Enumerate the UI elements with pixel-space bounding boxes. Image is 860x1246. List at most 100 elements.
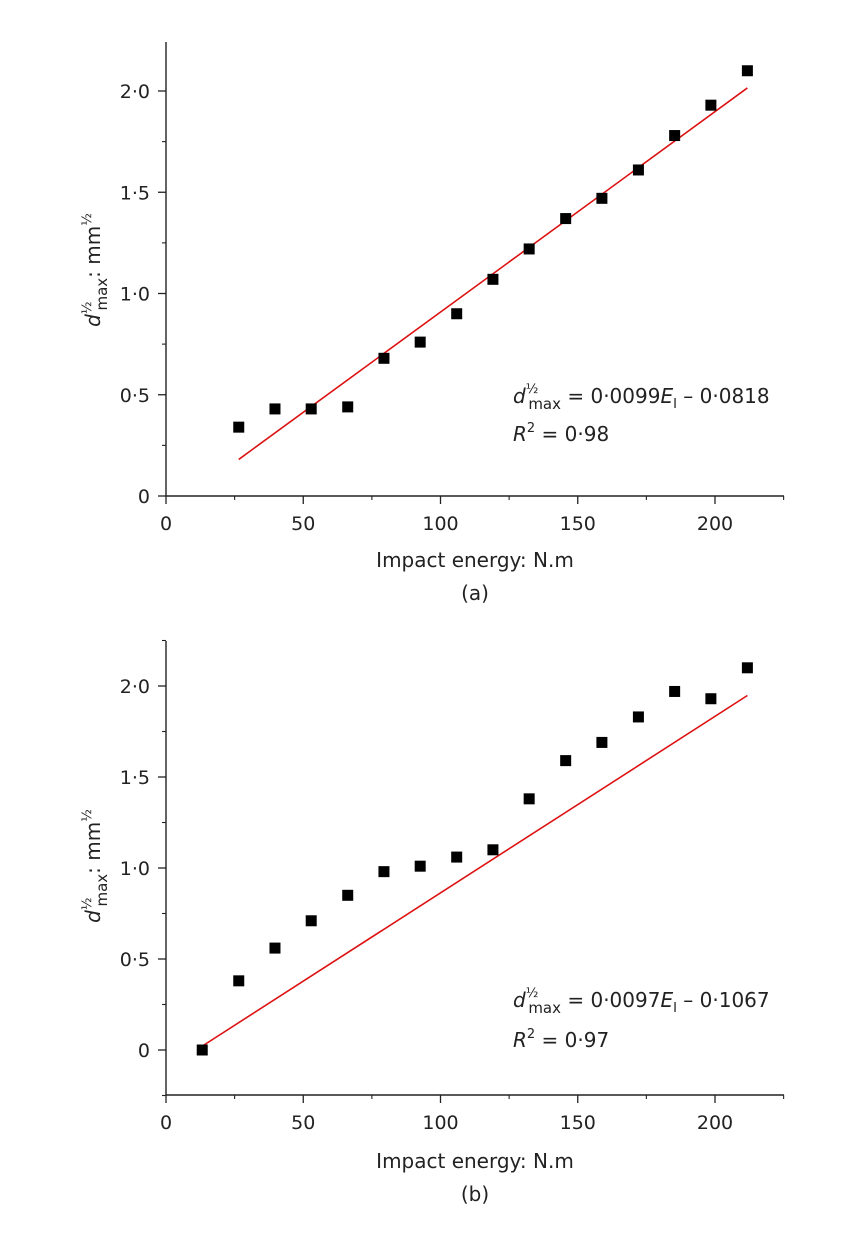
y-tick-label-a: 0 [138, 486, 150, 508]
y-tick-label-b: 0·5 [120, 949, 150, 971]
equation-prefix-a: = 0·0099 [561, 384, 660, 408]
r-squared-sup-b: 2 [527, 1027, 535, 1042]
equation-b: d½ max = 0·0097EI – 0·1067 [513, 986, 770, 1017]
data-point-a [487, 273, 499, 285]
data-point-b [342, 889, 354, 901]
data-point-a [378, 352, 390, 364]
equation-a: d½ max = 0·0099EI – 0·0818 [513, 382, 770, 413]
data-points-b [196, 662, 753, 1056]
x-axis-b: 0 50 100 150 200 [160, 1094, 785, 1134]
x-tick-label-a: 200 [697, 513, 733, 535]
y-axis-title-var-a: d [81, 314, 105, 327]
y-tick-label-b: 1·0 [120, 858, 150, 880]
equation-suffix-a: – 0·0818 [677, 384, 770, 408]
x-axis-a: 0 50 100 150 200 [160, 495, 785, 535]
data-point-a [741, 65, 753, 77]
data-point-a [632, 164, 644, 176]
equation-e-sub-a: I [673, 397, 677, 412]
equation-e-sub-b: I [673, 1001, 677, 1016]
r-squared-a: R2 = 0·98 [513, 421, 609, 446]
panel-label-a: (a) [461, 581, 489, 605]
fit-line-b [201, 694, 748, 1047]
x-tick-label-a: 50 [291, 513, 315, 535]
equation-sub-b: max [528, 999, 561, 1017]
chart-panel-b: 0 0·5 1·0 1·5 2·0 0 50 100 150 200 Impact energy… [80, 639, 785, 1206]
data-point-b [196, 1044, 208, 1056]
data-point-a [269, 403, 281, 415]
y-axis-title-b: d½max: mm½ [80, 809, 111, 923]
panel-label-b: (b) [461, 1182, 489, 1206]
equation-sup-b: ½ [526, 986, 539, 1001]
y-axis-title-sub-b: max [93, 874, 111, 907]
data-point-a [414, 336, 426, 348]
y-axis-title-sup-a: ½ [80, 302, 95, 315]
x-axis-title-b: Impact energy: N.m [376, 1149, 574, 1173]
data-point-b [632, 711, 644, 723]
y-axis-title-sub-a: max [93, 278, 111, 311]
y-tick-label-b: 2·0 [120, 676, 150, 698]
data-point-b [560, 755, 572, 767]
data-point-b [233, 975, 245, 987]
r-squared-value-a: = 0·98 [535, 422, 609, 446]
equation-suffix-b: – 0·1067 [677, 988, 770, 1012]
x-tick-label-b: 50 [291, 1112, 315, 1134]
data-point-b [705, 693, 717, 705]
data-point-a [451, 308, 463, 320]
y-axis-title-sup-b: ½ [80, 898, 95, 911]
data-point-b [596, 736, 608, 748]
equation-sub-a: max [528, 395, 561, 413]
equation-e-var-a: E [660, 384, 673, 408]
x-tick-label-a: 0 [160, 513, 172, 535]
x-axis-title-a: Impact energy: N.m [376, 548, 574, 572]
data-point-a [233, 421, 245, 433]
data-point-a [560, 213, 572, 225]
y-tick-label-a: 1·0 [120, 284, 150, 306]
data-point-a [705, 99, 717, 111]
r-squared-value-b: = 0·97 [535, 1028, 609, 1052]
x-tick-label-a: 100 [422, 513, 458, 535]
x-tick-label-b: 100 [422, 1112, 458, 1134]
y-tick-label-a: 1·5 [120, 182, 150, 204]
y-axis-title-a: d½max: mm½ [80, 213, 111, 327]
y-axis-title-unit-sup-a: ½ [80, 213, 95, 226]
data-point-b [451, 851, 463, 863]
data-point-a [305, 403, 317, 415]
equation-var-a: d [513, 384, 526, 408]
y-axis-b: 0 0·5 1·0 1·5 2·0 [120, 639, 167, 1097]
equation-e-var-b: E [660, 988, 673, 1012]
data-point-b [305, 915, 317, 927]
y-tick-label-a: 2·0 [120, 81, 150, 103]
data-point-b [487, 844, 499, 856]
data-point-a [669, 130, 681, 142]
data-point-b [378, 866, 390, 878]
r-squared-sup-a: 2 [527, 421, 535, 436]
y-axis-title-unit-sup-b: ½ [80, 809, 95, 822]
data-point-a [523, 243, 535, 255]
data-point-a [596, 192, 608, 204]
x-tick-label-b: 200 [697, 1112, 733, 1134]
chart-panel-a: 0 0·5 1·0 1·5 2·0 0 50 100 150 200 Impact energy… [80, 42, 785, 605]
data-point-a [342, 401, 354, 413]
data-point-b [269, 942, 281, 954]
data-point-b [669, 685, 681, 697]
y-axis-title-rest-a: : mm [81, 226, 105, 278]
r-squared-var-a: R [513, 422, 527, 446]
r-squared-b: R2 = 0·97 [513, 1027, 609, 1052]
y-axis-title-rest-b: : mm [81, 822, 105, 874]
y-axis-title-var-b: d [81, 910, 105, 923]
y-tick-label-b: 0 [138, 1040, 150, 1062]
y-tick-label-a: 0·5 [120, 385, 150, 407]
y-axis-a: 0 0·5 1·0 1·5 2·0 [120, 42, 167, 508]
r-squared-var-b: R [513, 1028, 527, 1052]
equation-var-b: d [513, 988, 526, 1012]
x-tick-label-b: 0 [160, 1112, 172, 1134]
fit-line-a [238, 87, 748, 461]
data-point-b [414, 860, 426, 872]
y-tick-label-b: 1·5 [120, 767, 150, 789]
data-points-a [233, 65, 753, 433]
equation-prefix-b: = 0·0097 [561, 988, 660, 1012]
data-point-b [741, 662, 753, 674]
x-tick-label-a: 150 [560, 513, 596, 535]
equation-sup-a: ½ [526, 382, 539, 397]
